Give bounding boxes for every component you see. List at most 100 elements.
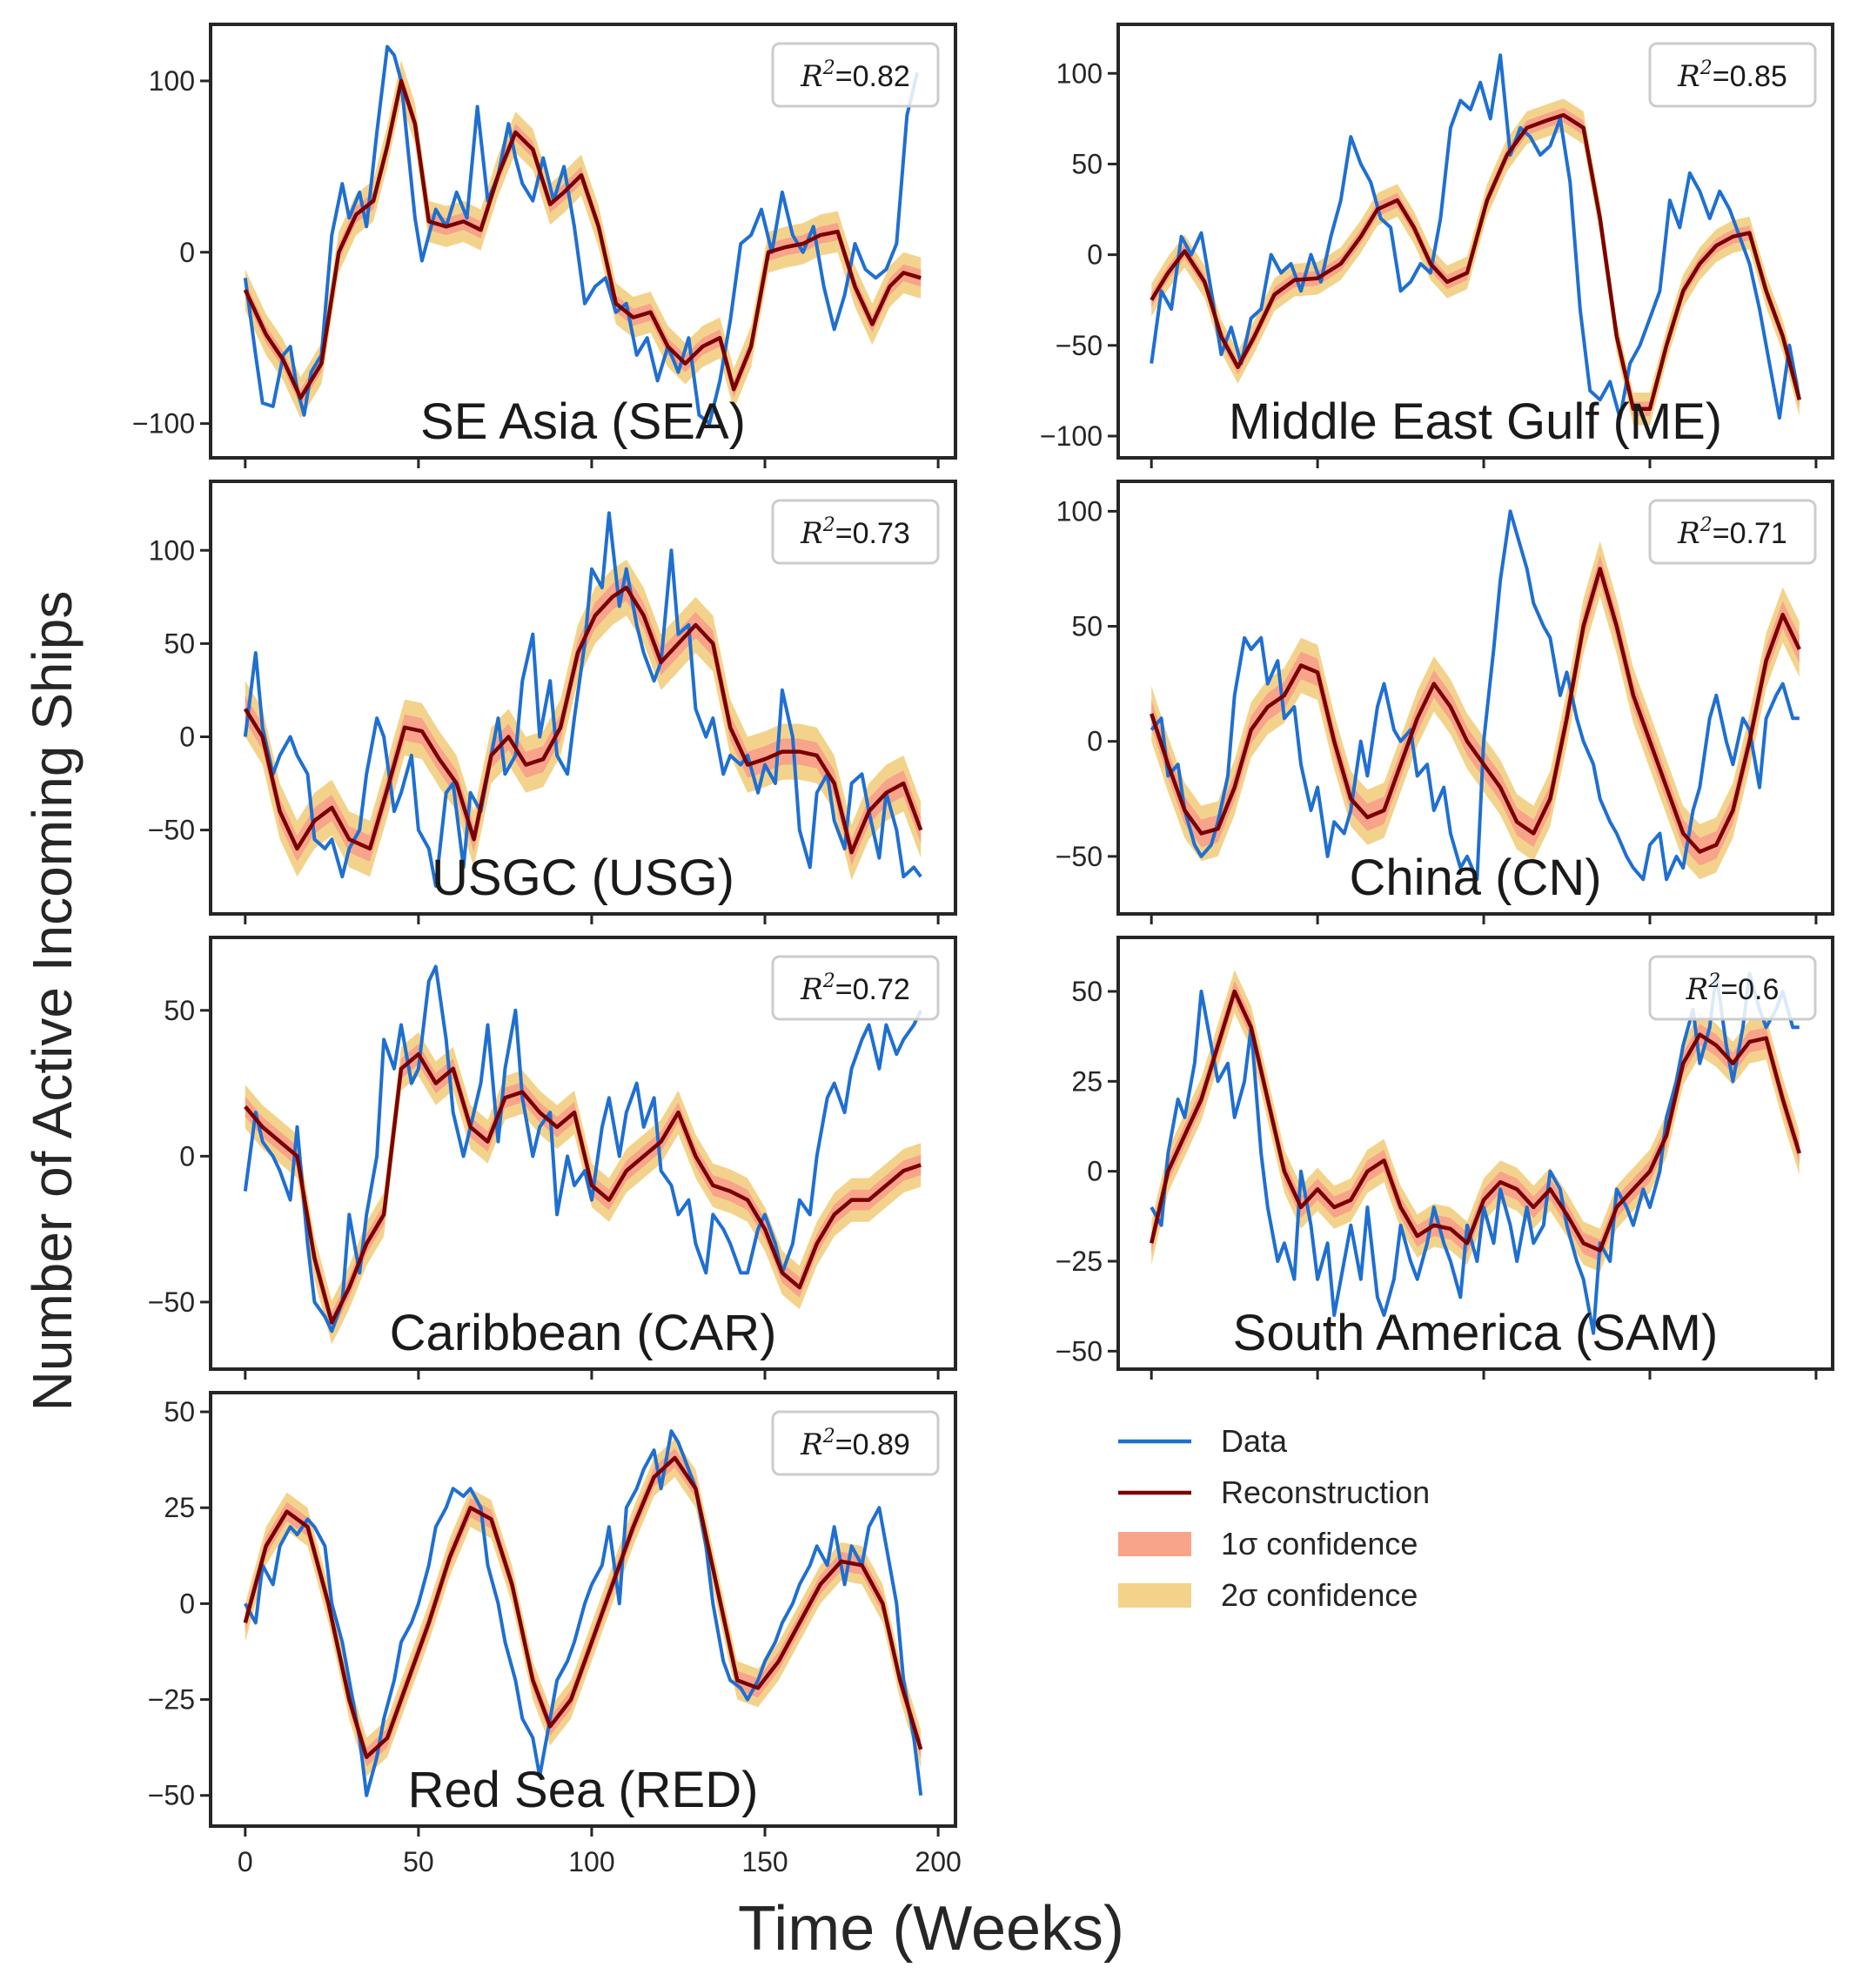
y-tick-label: −50	[148, 815, 195, 846]
x-tick-label: 50	[403, 1846, 434, 1877]
plot-area	[243, 44, 922, 426]
y-tick-label: 100	[1056, 495, 1103, 527]
r-squared-box: R2=0.85	[1648, 42, 1817, 108]
panel-4: −50 0 50 100 China (CN) R2=0.71	[1056, 480, 1834, 924]
data-series-line	[1150, 53, 1801, 420]
plot-area	[243, 511, 923, 888]
y-tick-label: 50	[164, 995, 195, 1026]
y-tick-label: 50	[164, 628, 195, 659]
r-squared-label: R2=0.72	[800, 970, 910, 1007]
legend-item: Data	[1118, 1423, 1288, 1459]
r-squared-box: R2=0.72	[771, 955, 940, 1021]
panels: −100 0 100 SE Asia (SEA) R2=0.82 −100 −50 0 50 10…	[132, 23, 1834, 1877]
y-tick-label: 0	[179, 721, 195, 752]
x-tick-label: 100	[568, 1846, 614, 1877]
r-squared-box: R2=0.89	[771, 1410, 940, 1476]
reconstruction-series-line	[244, 1051, 922, 1325]
y-tick-label: 100	[149, 534, 195, 566]
panel-7: −50 −25 0 25 50 0 50 100 150 200 Red Sea (RED) R2=0…	[148, 1391, 962, 1877]
r-squared-label: R2=0.85	[1677, 57, 1787, 94]
r-squared-frame	[771, 955, 940, 1021]
axes-frame	[1116, 480, 1834, 916]
legend-patch-swatch	[1118, 1532, 1191, 1556]
data-series-line	[243, 964, 923, 1333]
axes-frame	[1116, 23, 1834, 460]
plot-area	[1150, 509, 1801, 882]
legend-label: 1σ confidence	[1221, 1526, 1418, 1562]
reconstruction-series-line	[1150, 989, 1801, 1253]
r-squared-frame	[771, 42, 940, 108]
axes-frame	[209, 23, 957, 460]
r-squared-box: R2=0.73	[771, 499, 940, 565]
legend-label: Data	[1221, 1423, 1288, 1459]
reconstruction-series-line	[243, 78, 922, 400]
y-tick-label: 100	[1056, 57, 1103, 89]
axes-frame	[1116, 936, 1834, 1371]
legend: Data Reconstruction 1σ confidence 2σ confid…	[1118, 1423, 1430, 1613]
r-squared-label: R2=0.82	[800, 57, 910, 94]
confidence-band-1sigma	[245, 72, 922, 406]
legend-patch-swatch	[1118, 1583, 1191, 1608]
y-tick-label: −50	[1056, 841, 1103, 872]
y-tick-label: −100	[132, 408, 195, 440]
y-tick-label: 50	[1071, 148, 1103, 179]
plot-area	[1150, 53, 1801, 426]
confidence-band-2sigma	[245, 60, 922, 419]
y-tick-label: −25	[148, 1684, 195, 1716]
y-tick-label: −50	[148, 1286, 195, 1318]
y-tick-label: 50	[164, 1396, 195, 1427]
plot-area	[243, 1429, 923, 1797]
x-tick-label: 0	[238, 1846, 253, 1877]
reconstruction-series-line	[243, 1455, 923, 1759]
data-series-line	[1150, 509, 1800, 882]
figure-y-axis-label: Number of Active Incoming Ships	[21, 591, 84, 1412]
reconstruction-series-line	[1150, 567, 1801, 854]
r-squared-frame	[771, 1410, 940, 1476]
y-tick-label: 25	[164, 1492, 195, 1523]
y-tick-label: 100	[149, 65, 195, 97]
r-squared-box: R2=0.82	[771, 42, 940, 108]
panel-2: −100 −50 0 50 100 Middle East Gulf (ME) R2=0.8…	[1040, 23, 1834, 468]
confidence-band-1sigma	[1151, 554, 1800, 866]
y-tick-label: −50	[1056, 330, 1103, 361]
y-tick-label: 0	[1087, 239, 1103, 271]
y-tick-label: −25	[1056, 1246, 1103, 1277]
panel-3: −50 0 50 100 USGC (USG) R2=0.73	[148, 480, 957, 924]
legend-item: 1σ confidence	[1118, 1526, 1418, 1562]
reconstruction-series-line	[243, 585, 923, 855]
data-series-line	[243, 511, 922, 888]
axes-frame	[209, 1391, 957, 1828]
figure-x-axis-label: Time (Weeks)	[738, 1894, 1124, 1964]
x-tick-label: 150	[741, 1846, 788, 1877]
panel-title: USGC (USG)	[432, 850, 734, 906]
r-squared-box: R2=0.6	[1648, 955, 1817, 1021]
panel-title: Middle East Gulf (ME)	[1229, 393, 1722, 450]
panel-1: −100 0 100 SE Asia (SEA) R2=0.82	[132, 23, 957, 468]
y-tick-label: −50	[1056, 1335, 1103, 1367]
y-tick-label: 50	[1071, 611, 1103, 642]
r-squared-frame	[1648, 42, 1817, 108]
plot-area	[1150, 970, 1801, 1335]
y-tick-label: −50	[148, 1780, 195, 1811]
panel-title: SE Asia (SEA)	[420, 393, 746, 450]
x-tick-label: 200	[915, 1846, 961, 1877]
plot-area	[243, 964, 923, 1345]
legend-item: Reconstruction	[1118, 1474, 1430, 1510]
y-tick-label: −100	[1040, 420, 1103, 452]
panel-title: Caribbean (CAR)	[390, 1305, 777, 1361]
y-tick-label: 0	[1087, 1156, 1103, 1187]
r-squared-box: R2=0.71	[1648, 499, 1817, 565]
panel-title: South America (SAM)	[1233, 1305, 1719, 1361]
r-squared-label: R2=0.6	[1686, 970, 1780, 1007]
r-squared-label: R2=0.89	[800, 1426, 910, 1462]
y-tick-label: 0	[1087, 726, 1103, 757]
y-tick-label: 0	[179, 237, 195, 268]
r-squared-frame	[1648, 499, 1817, 565]
panel-title: China (CN)	[1349, 850, 1601, 906]
r-squared-frame	[771, 499, 940, 565]
y-tick-label: 0	[179, 1588, 195, 1619]
r-squared-label: R2=0.73	[800, 514, 910, 551]
axes-frame	[209, 936, 957, 1371]
legend-item: 2σ confidence	[1118, 1577, 1418, 1613]
